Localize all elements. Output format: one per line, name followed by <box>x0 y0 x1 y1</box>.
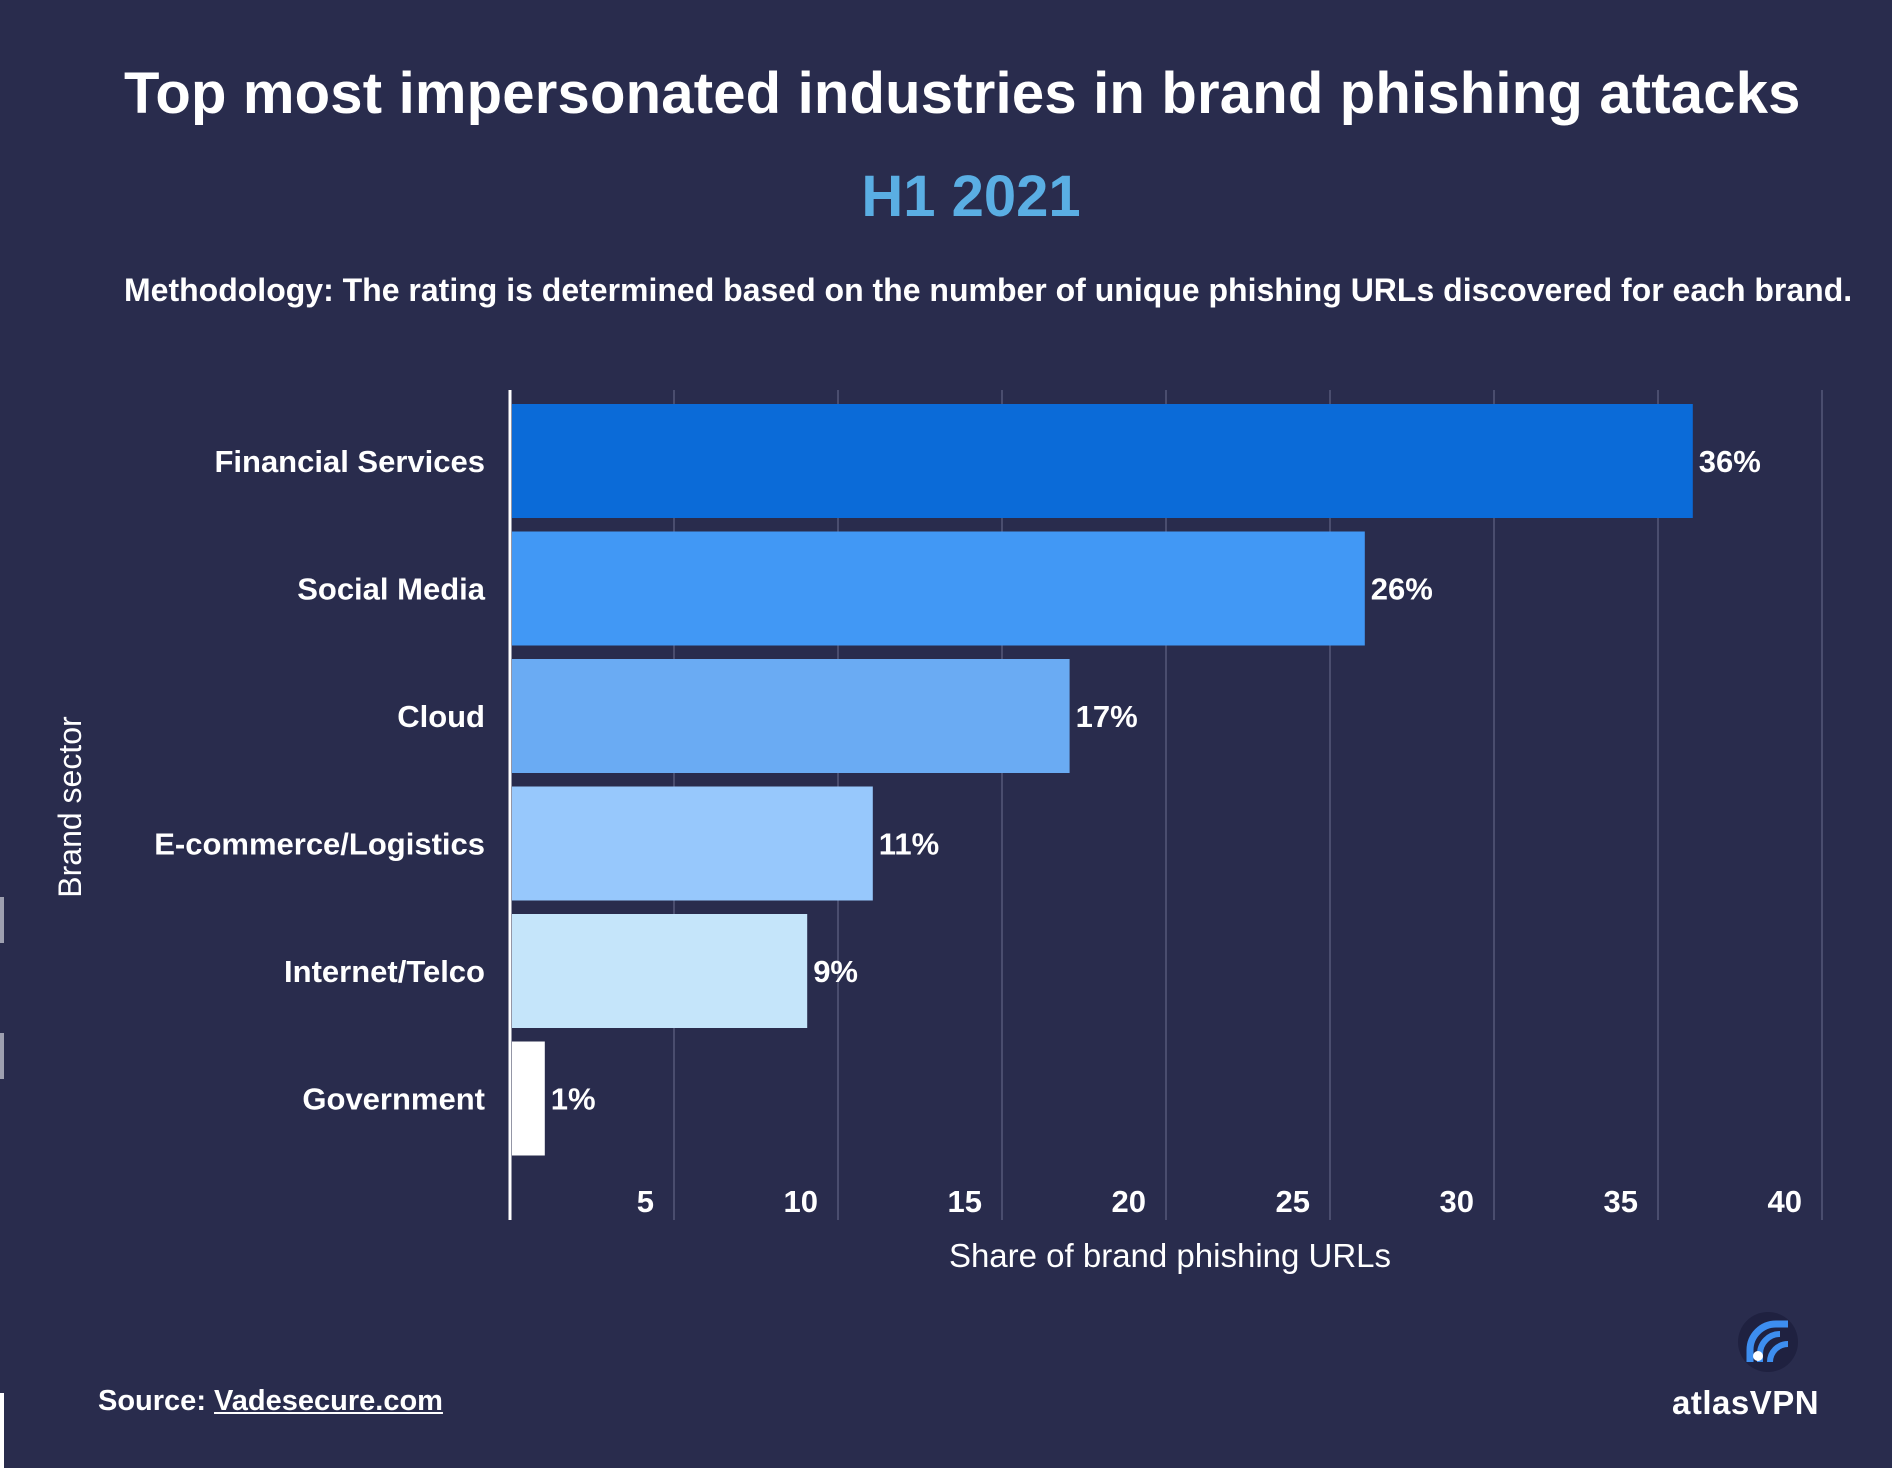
methodology-text: The rating is determined based on the nu… <box>333 272 1853 308</box>
label-layer: 5 10 15 20 25 30 35 40 Financial Services 36% Soci… <box>154 444 1802 1219</box>
bar <box>512 786 873 901</box>
methodology-note: Methodology: The rating is determined ba… <box>124 272 1852 309</box>
data-label: 17% <box>1076 699 1138 734</box>
data-label: 26% <box>1371 572 1433 607</box>
x-axis-label: Share of brand phishing URLs <box>948 1237 1392 1274</box>
x-tick-label: 20 <box>1112 1184 1146 1219</box>
chart-title: Top most impersonated industries in bran… <box>124 61 1801 126</box>
bar <box>512 1041 545 1156</box>
category-label: Internet/Telco <box>284 954 485 989</box>
left-edge-mark <box>0 1033 4 1079</box>
bar <box>512 914 808 1028</box>
source-label: Source: <box>98 1385 215 1417</box>
left-edge-mark <box>0 897 4 943</box>
source-note: Source: Vadesecure.com <box>98 1385 443 1418</box>
x-tick-label: 10 <box>784 1184 818 1219</box>
x-tick-label: 5 <box>637 1184 654 1219</box>
data-label: 1% <box>551 1082 596 1117</box>
bar <box>512 404 1693 518</box>
chart-subtitle: H1 2021 <box>861 164 1081 229</box>
x-tick-label: 35 <box>1604 1184 1638 1219</box>
atlasvpn-logo-icon <box>1738 1312 1798 1372</box>
category-label: Financial Services <box>214 444 485 479</box>
bar <box>512 659 1070 773</box>
y-axis-label: Brand sector <box>52 716 88 898</box>
x-tick-label: 40 <box>1768 1184 1802 1219</box>
left-edge-mark <box>0 1393 4 1468</box>
methodology-label: Methodology: <box>124 272 334 308</box>
atlasvpn-brand: atlasVPN <box>1670 1310 1850 1430</box>
category-label: Government <box>302 1082 485 1117</box>
atlasvpn-wordmark: atlasVPN <box>1672 1384 1820 1421</box>
category-label: Cloud <box>397 699 485 734</box>
bar-layer <box>512 404 1693 1156</box>
x-tick-label: 30 <box>1440 1184 1474 1219</box>
x-tick-label: 15 <box>948 1184 982 1219</box>
data-label: 11% <box>879 827 939 862</box>
data-label: 9% <box>813 954 858 989</box>
category-label: Social Media <box>297 572 486 607</box>
data-label: 36% <box>1699 444 1761 479</box>
source-link[interactable]: Vadesecure.com <box>214 1385 443 1417</box>
x-tick-label: 25 <box>1276 1184 1310 1219</box>
category-label: E-commerce/Logistics <box>154 827 485 862</box>
bar <box>512 531 1365 646</box>
